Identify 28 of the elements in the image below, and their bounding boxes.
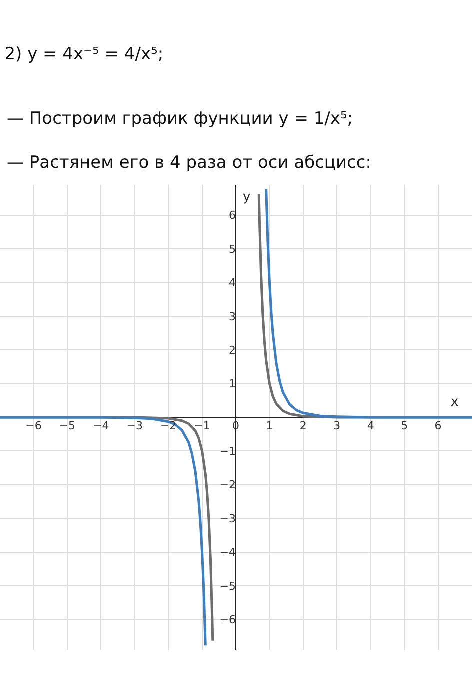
x-tick-label: 1 [266, 420, 274, 432]
x-tick-label: −5 [59, 420, 76, 432]
x-tick-label: 5 [401, 420, 408, 432]
x-tick-label: −6 [26, 420, 42, 432]
y-tick-label: 4 [229, 276, 236, 290]
y-tick-label: −4 [220, 546, 236, 560]
x-axis-title: x [451, 395, 459, 410]
x-tick-label: −3 [126, 420, 143, 432]
y-tick-label: 1 [229, 378, 236, 391]
y-tick-label: 5 [229, 242, 236, 256]
y-tick-label: 2 [229, 344, 236, 357]
x-tick-label: 4 [367, 420, 374, 432]
x-tick-label: 2 [300, 420, 307, 432]
text: — Построим график функции y = 1/x⁵; — Растянем его в 4 раза от оси абсцисс: [7, 109, 372, 174]
y-tick-label: 3 [229, 310, 236, 324]
y-tick-label: −6 [220, 614, 236, 627]
y-tick-label: 6 [229, 209, 236, 222]
y-axis-title: y [243, 190, 251, 205]
y-tick-label: −5 [220, 580, 236, 593]
x-tick-label: −1 [194, 420, 210, 432]
x-tick-label: 6 [434, 420, 442, 432]
chart-title: 2) y = 4x⁻⁵ = 4/x⁵; [4, 44, 164, 64]
x-tick-label: 3 [334, 420, 341, 432]
y-tick-label: −1 [220, 445, 236, 458]
y-tick-label: −2 [220, 478, 236, 492]
y-tick-label: −3 [220, 512, 236, 526]
x-tick-label: −4 [93, 420, 110, 432]
x-tick-label: −2 [160, 420, 177, 432]
